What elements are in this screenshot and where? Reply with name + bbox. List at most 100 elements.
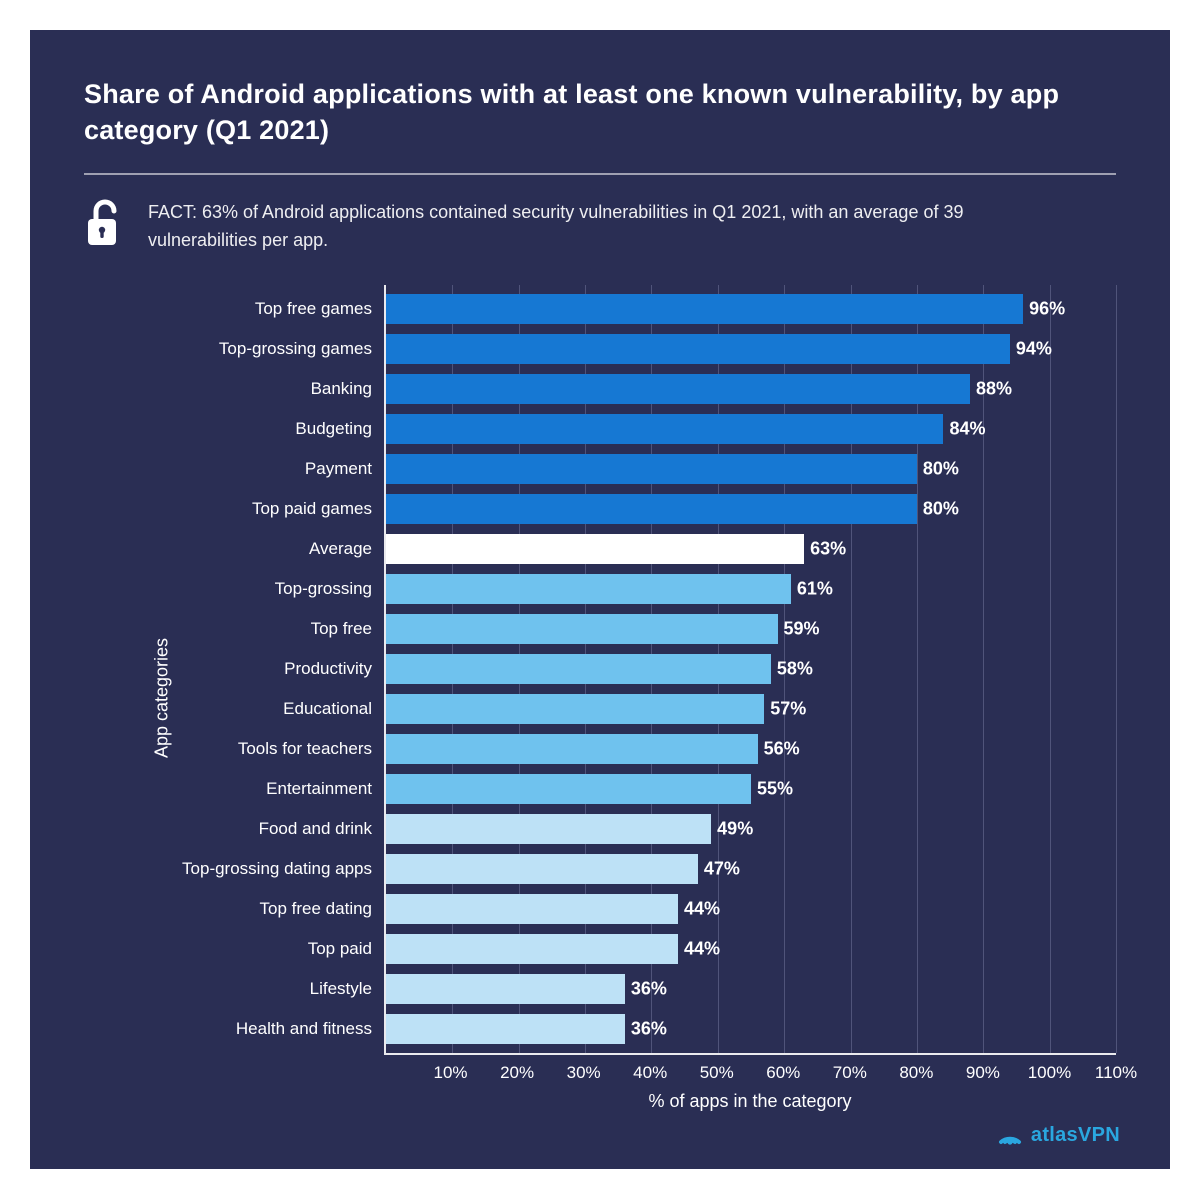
bar-row: 84%	[386, 409, 1116, 449]
atlasvpn-logo-icon	[997, 1120, 1023, 1151]
bar: 55%	[386, 774, 751, 804]
bar: 58%	[386, 654, 771, 684]
bar-row: 36%	[386, 969, 1116, 1009]
bar: 80%	[386, 454, 917, 484]
bar-row: 63%	[386, 529, 1116, 569]
divider	[84, 173, 1116, 175]
chart-card: Share of Android applications with at le…	[30, 30, 1170, 1169]
bar: 63%	[386, 534, 804, 564]
bar-value: 80%	[917, 498, 959, 519]
y-axis-title: App categories	[152, 638, 173, 758]
fact-row: FACT: 63% of Android applications contai…	[84, 199, 1116, 255]
bar-value: 61%	[791, 578, 833, 599]
x-tick: 30%	[567, 1063, 601, 1083]
bar: 88%	[386, 374, 970, 404]
bar-value: 58%	[771, 658, 813, 679]
category-label: Top free games	[128, 289, 374, 329]
bar-value: 63%	[804, 538, 846, 559]
bar-row: 88%	[386, 369, 1116, 409]
x-axis-title: % of apps in the category	[384, 1091, 1116, 1112]
brand-name: atlasVPN	[1031, 1124, 1120, 1147]
bar-value: 94%	[1010, 338, 1052, 359]
x-tick: 90%	[966, 1063, 1000, 1083]
bar-row: 96%	[386, 289, 1116, 329]
category-label: Average	[128, 529, 374, 569]
category-label: Health and fitness	[128, 1009, 374, 1049]
bar: 44%	[386, 894, 678, 924]
bar-value: 55%	[751, 778, 793, 799]
bar: 84%	[386, 414, 943, 444]
bar-value: 88%	[970, 378, 1012, 399]
category-label: Top free dating	[128, 889, 374, 929]
category-label: Banking	[128, 369, 374, 409]
x-tick: 60%	[766, 1063, 800, 1083]
bar-row: 44%	[386, 889, 1116, 929]
bar-value: 80%	[917, 458, 959, 479]
bar-value: 36%	[625, 978, 667, 999]
category-label: Payment	[128, 449, 374, 489]
bar-row: 57%	[386, 689, 1116, 729]
bar: 61%	[386, 574, 791, 604]
x-tick: 70%	[833, 1063, 867, 1083]
bar-row: 47%	[386, 849, 1116, 889]
category-label: Top paid games	[128, 489, 374, 529]
x-tick: 110%	[1095, 1063, 1137, 1083]
bar: 44%	[386, 934, 678, 964]
category-label: Lifestyle	[128, 969, 374, 1009]
category-label: Entertainment	[128, 769, 374, 809]
bar-value: 44%	[678, 898, 720, 919]
bar-value: 47%	[698, 858, 740, 879]
bar-value: 84%	[943, 418, 985, 439]
brand: atlasVPN	[997, 1120, 1120, 1151]
category-label: Top-grossing	[128, 569, 374, 609]
bar-row: 80%	[386, 449, 1116, 489]
bar-row: 80%	[386, 489, 1116, 529]
bar-row: 61%	[386, 569, 1116, 609]
bar: 57%	[386, 694, 764, 724]
bar: 36%	[386, 974, 625, 1004]
bar: 59%	[386, 614, 778, 644]
bar: 36%	[386, 1014, 625, 1044]
gridline	[1116, 285, 1117, 1053]
category-label: Top-grossing games	[128, 329, 374, 369]
bar: 96%	[386, 294, 1023, 324]
category-label: Food and drink	[128, 809, 374, 849]
x-tick: 20%	[500, 1063, 534, 1083]
bar-row: 59%	[386, 609, 1116, 649]
bar-value: 49%	[711, 818, 753, 839]
bar-value: 44%	[678, 938, 720, 959]
x-tick: 40%	[633, 1063, 667, 1083]
bar-row: 55%	[386, 769, 1116, 809]
x-tick: 10%	[434, 1063, 468, 1083]
bar-row: 58%	[386, 649, 1116, 689]
category-label: Top-grossing dating apps	[128, 849, 374, 889]
bar-value: 57%	[764, 698, 806, 719]
category-label: Top paid	[128, 929, 374, 969]
unlock-icon	[84, 199, 126, 247]
x-axis-ticks: 10%20%30%40%50%60%70%80%90%100%110%	[384, 1055, 1116, 1089]
bar: 49%	[386, 814, 711, 844]
x-tick: 50%	[700, 1063, 734, 1083]
bar-row: 44%	[386, 929, 1116, 969]
bar: 47%	[386, 854, 698, 884]
bar: 94%	[386, 334, 1010, 364]
bar-row: 56%	[386, 729, 1116, 769]
bar-value: 36%	[625, 1018, 667, 1039]
bar: 80%	[386, 494, 917, 524]
chart: App categories Top free gamesTop-grossin…	[128, 285, 1116, 1112]
bar-value: 56%	[758, 738, 800, 759]
chart-title: Share of Android applications with at le…	[84, 76, 1116, 149]
bars: 96%94%88%84%80%80%63%61%59%58%57%56%55%4…	[386, 285, 1116, 1053]
bar-row: 36%	[386, 1009, 1116, 1049]
category-label: Budgeting	[128, 409, 374, 449]
plot-area: 96%94%88%84%80%80%63%61%59%58%57%56%55%4…	[384, 285, 1116, 1055]
bar-row: 49%	[386, 809, 1116, 849]
x-tick: 80%	[899, 1063, 933, 1083]
fact-text: FACT: 63% of Android applications contai…	[148, 199, 1068, 255]
bar-value: 96%	[1023, 298, 1065, 319]
bar: 56%	[386, 734, 758, 764]
x-tick: 100%	[1028, 1063, 1071, 1083]
x-axis: 10%20%30%40%50%60%70%80%90%100%110%	[128, 1055, 1116, 1089]
bar-row: 94%	[386, 329, 1116, 369]
bar-value: 59%	[778, 618, 820, 639]
